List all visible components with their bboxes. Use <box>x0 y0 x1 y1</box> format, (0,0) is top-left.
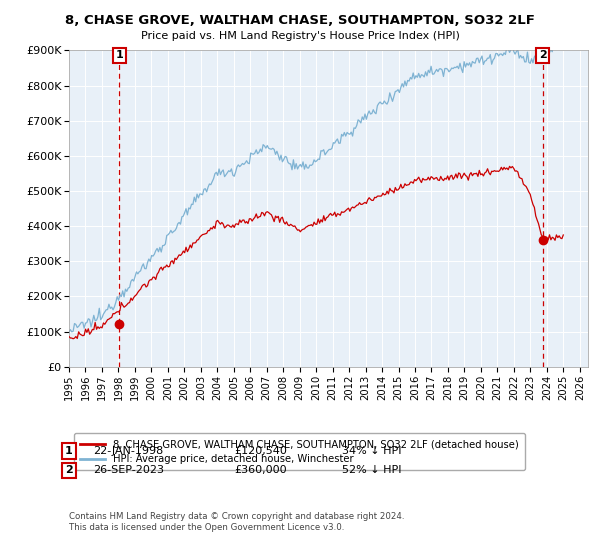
Text: 34% ↓ HPI: 34% ↓ HPI <box>342 446 401 456</box>
Text: 26-SEP-2023: 26-SEP-2023 <box>93 465 164 475</box>
Text: £360,000: £360,000 <box>234 465 287 475</box>
Text: 52% ↓ HPI: 52% ↓ HPI <box>342 465 401 475</box>
Legend: 8, CHASE GROVE, WALTHAM CHASE, SOUTHAMPTON, SO32 2LF (detached house), HPI: Aver: 8, CHASE GROVE, WALTHAM CHASE, SOUTHAMPT… <box>74 433 525 470</box>
Text: 1: 1 <box>65 446 73 456</box>
Text: 2: 2 <box>539 50 547 60</box>
Text: 8, CHASE GROVE, WALTHAM CHASE, SOUTHAMPTON, SO32 2LF: 8, CHASE GROVE, WALTHAM CHASE, SOUTHAMPT… <box>65 14 535 27</box>
Text: 22-JAN-1998: 22-JAN-1998 <box>93 446 163 456</box>
Text: 2: 2 <box>65 465 73 475</box>
Text: £120,540: £120,540 <box>234 446 287 456</box>
Text: Contains HM Land Registry data © Crown copyright and database right 2024.
This d: Contains HM Land Registry data © Crown c… <box>69 512 404 532</box>
Text: Price paid vs. HM Land Registry's House Price Index (HPI): Price paid vs. HM Land Registry's House … <box>140 31 460 41</box>
Text: 1: 1 <box>116 50 123 60</box>
